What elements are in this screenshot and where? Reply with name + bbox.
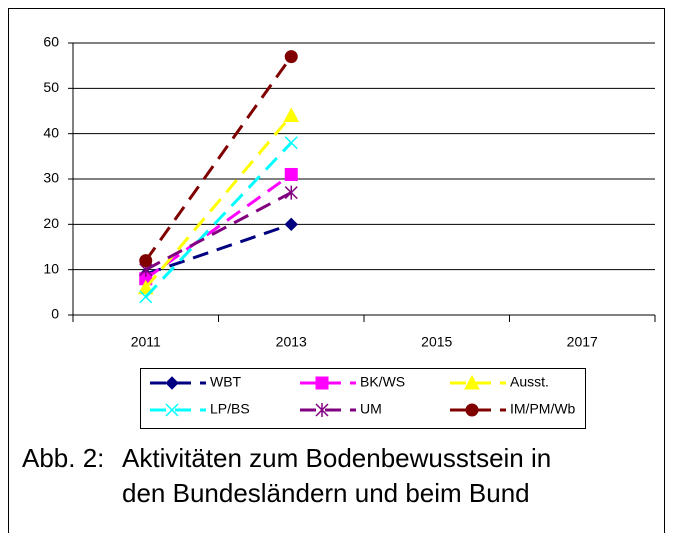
legend-marker [465, 403, 479, 417]
x-tick-label: 2015 [421, 334, 452, 350]
marker [139, 254, 153, 268]
legend-label: IM/PM/Wb [510, 401, 576, 417]
legend-label: WBT [210, 374, 242, 390]
legend-label: Ausst. [510, 374, 549, 390]
y-tick-label: 40 [43, 124, 59, 140]
series-line [145, 222, 292, 276]
caption-label: Abb. 2: [22, 443, 104, 473]
x-tick-label: 2011 [131, 334, 161, 350]
legend-label: LP/BS [210, 401, 250, 417]
marker [284, 185, 298, 200]
y-tick-label: 10 [43, 260, 59, 276]
series-line [144, 141, 293, 298]
legend-marker [315, 403, 329, 417]
legend-label: BK/WS [360, 374, 405, 390]
marker [284, 50, 298, 64]
y-tick-label: 0 [51, 306, 59, 322]
legend-marker [165, 403, 179, 417]
marker [284, 167, 298, 181]
frame [8, 8, 665, 533]
legend-marker [315, 376, 329, 390]
caption-line: Aktivitäten zum Bodenbewusstsein in [122, 443, 551, 473]
series-line [144, 55, 293, 262]
caption-line: den Bundesländern und beim Bund [122, 478, 530, 508]
legend-marker [165, 376, 179, 390]
x-tick-label: 2017 [567, 334, 598, 350]
y-tick-label: 20 [43, 215, 59, 231]
y-tick-label: 30 [43, 170, 59, 186]
marker [283, 107, 300, 123]
marker [284, 217, 298, 232]
series-line [144, 114, 293, 289]
marker [137, 279, 154, 295]
marker [284, 136, 298, 150]
legend-label: UM [360, 401, 382, 417]
y-tick-label: 60 [43, 34, 59, 50]
legend-marker [464, 374, 480, 390]
series-line [145, 191, 292, 271]
y-tick-label: 50 [43, 79, 59, 95]
marker [139, 290, 153, 304]
legend-box [140, 368, 586, 429]
x-tick-label: 2013 [276, 334, 307, 350]
